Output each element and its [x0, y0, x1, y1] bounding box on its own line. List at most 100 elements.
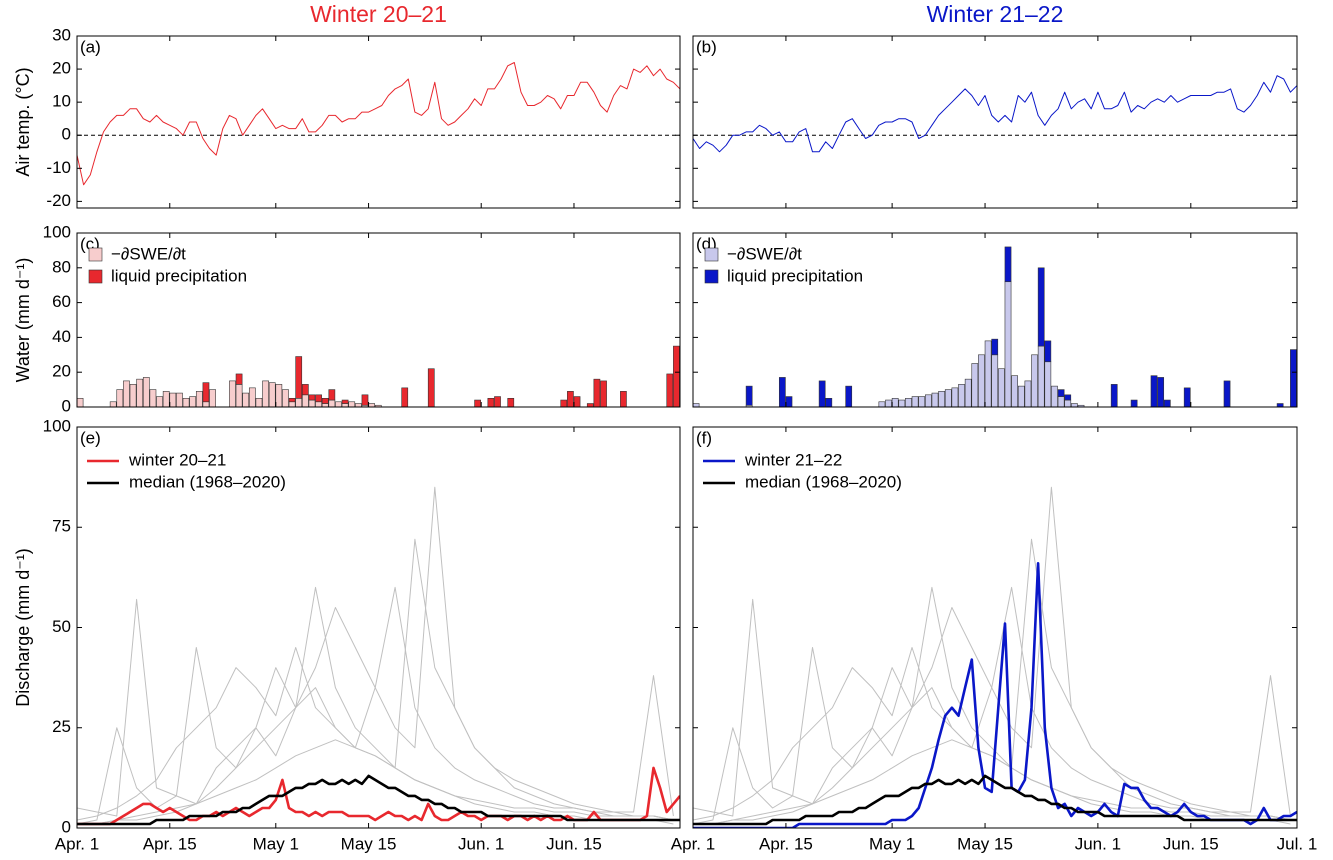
bar — [971, 363, 979, 407]
bar — [679, 371, 680, 407]
legend-swatch — [88, 247, 103, 262]
bar — [242, 392, 250, 407]
bar — [911, 396, 919, 407]
bar — [567, 391, 574, 407]
panel-frame — [76, 426, 681, 829]
bar — [1011, 375, 1018, 407]
y-axis-label: Air temp. (°C) — [13, 67, 33, 176]
bar — [268, 382, 276, 407]
bar — [248, 387, 256, 407]
bar — [123, 380, 130, 407]
bar — [129, 384, 137, 407]
legend-label: liquid precipitation — [727, 266, 863, 285]
x-tick-label: Jul. 1 — [1277, 834, 1318, 853]
x-tick-label: Jun. 15 — [1163, 834, 1219, 853]
y-tick-label: 0 — [62, 125, 71, 144]
bar — [818, 380, 826, 407]
bar — [1157, 377, 1165, 407]
bar — [301, 394, 309, 407]
bar — [142, 377, 150, 407]
bar — [427, 368, 435, 407]
bar — [845, 385, 853, 407]
bar — [487, 397, 495, 407]
bar — [282, 389, 289, 407]
bar — [328, 389, 336, 401]
bar — [262, 380, 269, 407]
bar — [673, 345, 680, 407]
bar — [189, 396, 197, 407]
bar — [693, 403, 700, 407]
bar — [891, 397, 899, 407]
y-tick-label: 30 — [52, 25, 71, 44]
bar — [593, 378, 601, 407]
x-tick-label: Jun. 15 — [546, 834, 602, 853]
y-tick-label: 100 — [43, 416, 71, 435]
y-tick-label: -20 — [46, 191, 71, 210]
panel-frame — [692, 426, 1298, 829]
legend-label: liquid precipitation — [111, 266, 247, 285]
bar — [202, 401, 210, 407]
bar — [785, 396, 793, 407]
bar — [288, 401, 296, 407]
bar — [1276, 403, 1284, 407]
panel-label: (b) — [696, 37, 717, 56]
legend-label: −∂SWE/∂t — [111, 244, 186, 263]
history-line — [77, 586, 674, 821]
bar — [984, 340, 992, 407]
legend-label: winter 20–21 — [128, 450, 226, 469]
bar — [1183, 387, 1191, 407]
legend-label: winter 21–22 — [744, 450, 842, 469]
bar — [586, 403, 594, 407]
plot-area — [693, 75, 1297, 153]
bar — [169, 392, 177, 407]
plot-area — [77, 345, 680, 407]
bar — [401, 387, 409, 407]
bar — [288, 397, 296, 403]
series-line — [693, 562, 1297, 828]
x-tick-label: May 1 — [253, 834, 299, 853]
x-tick-label: Jun. 1 — [1075, 834, 1121, 853]
bar — [176, 392, 183, 407]
bar — [745, 385, 753, 406]
history-line — [77, 62, 680, 186]
bar — [1290, 349, 1297, 407]
x-tick-label: May 1 — [869, 834, 915, 853]
bar — [494, 396, 501, 407]
y-axis-label: Discharge (mm d⁻¹) — [13, 548, 33, 707]
y-tick-label: 80 — [52, 257, 71, 276]
bar — [1044, 361, 1052, 407]
bar — [162, 391, 170, 407]
bar — [301, 384, 309, 396]
bar — [1064, 394, 1072, 401]
bar — [235, 384, 243, 407]
panel-frame — [692, 35, 1298, 209]
legend-swatch — [704, 269, 719, 284]
panel: Winter 20–21 Air temp. (°C) -20 -10 0 10 20 30 (… — [13, 1, 681, 210]
history-line — [77, 598, 674, 821]
plot-area — [77, 62, 680, 186]
bar — [315, 394, 322, 403]
y-tick-label: 75 — [52, 517, 71, 536]
bar — [321, 397, 329, 404]
bar — [918, 396, 926, 407]
bar — [978, 354, 985, 407]
bar — [116, 389, 124, 407]
bar — [1031, 354, 1038, 407]
bar — [235, 373, 243, 385]
bar — [308, 399, 316, 407]
bar — [931, 392, 939, 407]
panel-title: Winter 20–21 — [310, 1, 447, 27]
panel-label: (e) — [80, 428, 101, 447]
y-tick-label: 40 — [52, 327, 71, 346]
bar — [905, 397, 912, 407]
bar — [1037, 345, 1045, 407]
y-tick-label: 10 — [52, 92, 71, 111]
legend-label: median (1968–2020) — [745, 472, 902, 491]
bar — [1223, 380, 1231, 407]
series-line — [693, 774, 1297, 826]
x-tick-label: Jun. 1 — [458, 834, 504, 853]
bar — [315, 401, 322, 407]
y-tick-label: 0 — [62, 817, 71, 836]
bar — [507, 397, 515, 407]
bar — [1004, 246, 1012, 283]
